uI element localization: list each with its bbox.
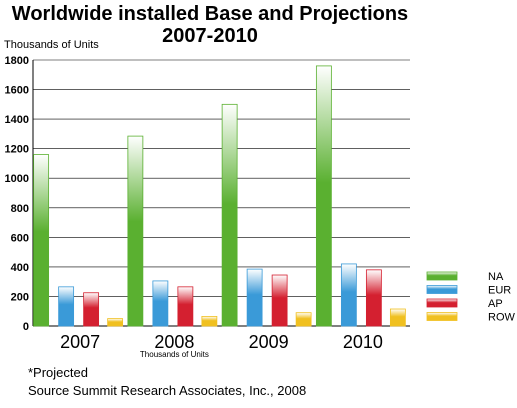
legend-label-ap: AP xyxy=(488,298,503,310)
y-tick-label: 1600 xyxy=(5,85,29,97)
y-tick-label: 1000 xyxy=(5,173,29,185)
x-axis-label: Thousands of Units xyxy=(140,350,209,359)
y-tick-label: 1800 xyxy=(5,55,29,67)
legend-label-eur: EUR xyxy=(488,285,511,297)
x-tick-label: 2010 xyxy=(343,332,383,352)
bar-row xyxy=(295,312,312,327)
x-tick-label: 2007 xyxy=(60,332,100,352)
bar-eur xyxy=(58,286,75,327)
bar-na xyxy=(127,135,144,327)
bar-na xyxy=(315,65,332,327)
legend-swatch-eur xyxy=(426,285,458,294)
bar-row xyxy=(201,315,218,327)
x-tick-label: 2008 xyxy=(154,332,194,352)
y-tick-label: 1400 xyxy=(5,114,29,126)
bar-ap xyxy=(83,292,100,327)
projected-note: *Projected xyxy=(28,365,88,380)
bar-row xyxy=(107,318,124,327)
bar-row xyxy=(389,308,406,327)
bar-chart: 0 200 400 600 800 1000 1200 1400 1600 1800 2007 200… xyxy=(5,55,516,359)
y-tick-label: 0 xyxy=(23,321,29,333)
legend-swatch-na xyxy=(426,271,458,281)
bar-ap xyxy=(365,269,382,327)
x-tick-label: 2009 xyxy=(249,332,289,352)
legend-label-row: ROW xyxy=(488,312,516,324)
legend-label-na: NA xyxy=(488,271,504,283)
bar-eur xyxy=(340,263,357,327)
y-axis-label: Thousands of Units xyxy=(4,39,99,51)
legend-swatch-ap xyxy=(426,298,458,308)
bar-ap xyxy=(271,274,288,327)
bar-eur xyxy=(152,280,169,327)
y-tick-label: 400 xyxy=(11,262,29,274)
chart-title: Worldwide installed Base and Projections xyxy=(11,3,409,25)
bar-ap xyxy=(177,286,194,327)
bar-na xyxy=(33,154,50,327)
chart-subtitle: 2007-2010 xyxy=(162,25,258,47)
y-tick-label: 600 xyxy=(11,232,29,244)
source-note: Source Summit Research Associates, Inc.,… xyxy=(28,383,307,398)
y-tick-label: 800 xyxy=(11,203,29,215)
y-tick-label: 200 xyxy=(11,291,29,303)
y-tick-label: 1200 xyxy=(5,144,29,156)
bar-eur xyxy=(246,268,263,327)
legend-swatch-row xyxy=(426,312,458,321)
bar-na xyxy=(221,103,238,327)
